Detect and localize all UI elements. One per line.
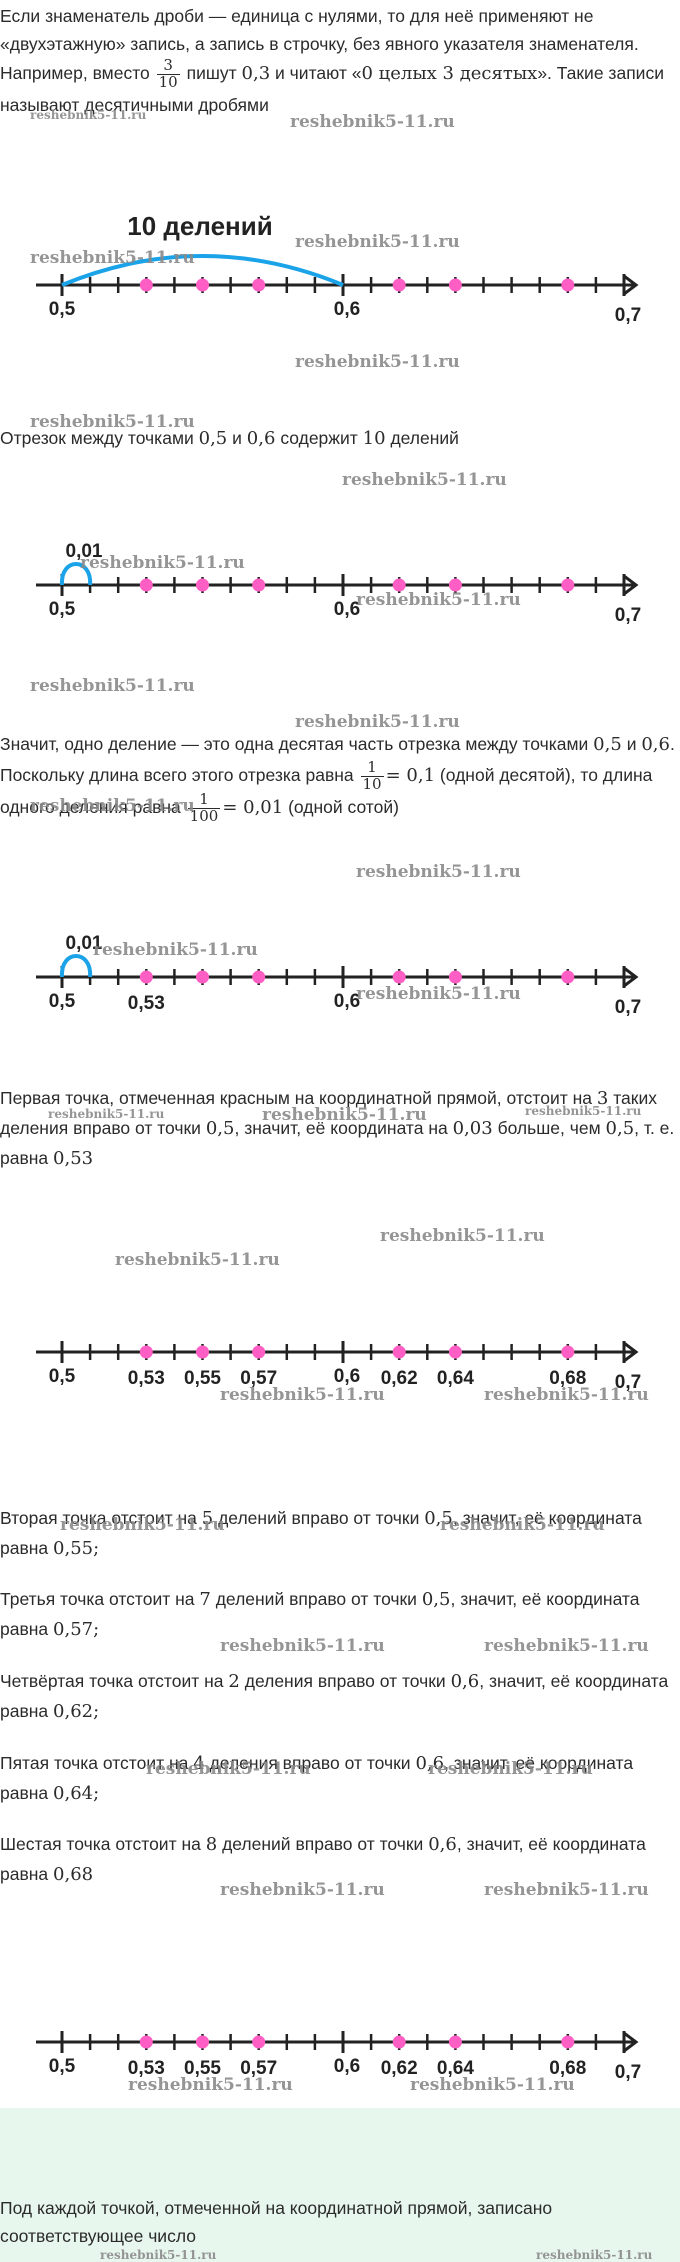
- arc-label: 10 делений: [127, 211, 272, 241]
- marked-point: [561, 579, 574, 592]
- watermark: reshebnik5-11.ru: [295, 232, 460, 252]
- watermark: reshebnik5-11.ru: [100, 2248, 216, 2262]
- point-label: 0,53: [128, 993, 165, 1014]
- marked-point: [196, 279, 209, 292]
- marked-point: [252, 279, 265, 292]
- watermark: reshebnik5-11.ru: [220, 1385, 385, 1405]
- watermark: reshebnik5-11.ru: [410, 2075, 575, 2095]
- marked-point: [449, 971, 462, 984]
- watermark: reshebnik5-11.ru: [146, 1759, 311, 1779]
- marked-point: [140, 971, 153, 984]
- marked-point: [561, 2036, 574, 2049]
- point-label: 0,55: [184, 1368, 221, 1389]
- label-0-5: 0,5: [49, 991, 76, 1012]
- marked-point: [252, 1346, 265, 1359]
- marked-point: [140, 279, 153, 292]
- marked-point: [393, 2036, 406, 2049]
- watermark: reshebnik5-11.ru: [356, 862, 521, 882]
- label-0-7: 0,7: [615, 2062, 641, 2083]
- label-0-7: 0,7: [615, 305, 641, 326]
- intro-paragraph: Если знаменатель дроби — единица с нулям…: [0, 2, 676, 119]
- watermark: reshebnik5-11.ru: [356, 590, 521, 610]
- watermark: reshebnik5-11.ru: [93, 940, 258, 960]
- label-0-5: 0,5: [49, 299, 76, 320]
- watermark: reshebnik5-11.ru: [30, 412, 195, 432]
- marked-point: [393, 279, 406, 292]
- label-0-6: 0,6: [334, 299, 360, 320]
- marked-point: [252, 579, 265, 592]
- number-line-5: 0,5 0,6 0,7 0,53 0,55 0,57 0,62 0,64 0,68: [0, 2000, 680, 2100]
- marked-point: [140, 1346, 153, 1359]
- label-0-5: 0,5: [49, 599, 76, 620]
- marked-point: [196, 2036, 209, 2049]
- watermark: reshebnik5-11.ru: [220, 1880, 385, 1900]
- watermark: reshebnik5-11.ru: [428, 1759, 593, 1779]
- marked-point: [449, 2036, 462, 2049]
- watermark: reshebnik5-11.ru: [30, 676, 195, 696]
- watermark: reshebnik5-11.ru: [484, 1880, 649, 1900]
- fraction-3-10: 3 10: [157, 58, 180, 91]
- marked-point: [140, 2036, 153, 2049]
- marked-point: [196, 971, 209, 984]
- marked-point: [393, 971, 406, 984]
- marked-point: [393, 1346, 406, 1359]
- watermark: reshebnik5-11.ru: [440, 1515, 605, 1535]
- watermark: reshebnik5-11.ru: [536, 2248, 652, 2262]
- watermark: reshebnik5-11.ru: [30, 108, 146, 122]
- label-0-7: 0,7: [615, 605, 641, 626]
- watermark: reshebnik5-11.ru: [48, 1107, 164, 1121]
- point-label: 0,53: [128, 1368, 165, 1389]
- point-4-paragraph: Четвёртая точка отстоит на 2 деления впр…: [0, 1667, 676, 1727]
- watermark: reshebnik5-11.ru: [356, 984, 521, 1004]
- marked-point: [449, 279, 462, 292]
- label-0-5: 0,5: [49, 1366, 76, 1387]
- watermark: reshebnik5-11.ru: [80, 553, 245, 573]
- label-0-7: 0,7: [615, 997, 641, 1018]
- watermark: reshebnik5-11.ru: [342, 470, 507, 490]
- marked-point: [252, 2036, 265, 2049]
- watermark: reshebnik5-11.ru: [290, 112, 455, 132]
- point-label: 0,64: [437, 1368, 474, 1389]
- watermark: reshebnik5-11.ru: [220, 1636, 385, 1656]
- point-label: 0,62: [381, 1368, 418, 1389]
- watermark: reshebnik5-11.ru: [380, 1226, 545, 1246]
- watermark: reshebnik5-11.ru: [115, 1250, 280, 1270]
- watermark: reshebnik5-11.ru: [60, 1515, 225, 1535]
- first-point-paragraph: Первая точка, отмеченная красным на коор…: [0, 1084, 676, 1173]
- watermark: reshebnik5-11.ru: [295, 712, 460, 732]
- watermark: reshebnik5-11.ru: [262, 1105, 427, 1125]
- marked-point: [196, 1346, 209, 1359]
- marked-point: [252, 971, 265, 984]
- watermark: reshebnik5-11.ru: [30, 796, 195, 816]
- marked-point: [140, 579, 153, 592]
- label-0-5: 0,5: [49, 2056, 76, 2077]
- summary-text: Под каждой точкой, отмеченной на координ…: [0, 2194, 676, 2250]
- marked-point: [449, 1346, 462, 1359]
- watermark: reshebnik5-11.ru: [30, 248, 195, 268]
- watermark: reshebnik5-11.ru: [128, 2075, 293, 2095]
- watermark: reshebnik5-11.ru: [484, 1385, 649, 1405]
- arc-one-division: [62, 956, 90, 977]
- watermark: reshebnik5-11.ru: [295, 352, 460, 372]
- marked-point: [561, 1346, 574, 1359]
- watermark: reshebnik5-11.ru: [484, 1636, 649, 1656]
- marked-point: [561, 279, 574, 292]
- summary-box: Под каждой точкой, отмеченной на координ…: [0, 2108, 680, 2262]
- marked-point: [196, 579, 209, 592]
- watermark: reshebnik5-11.ru: [525, 1104, 641, 1118]
- marked-point: [561, 971, 574, 984]
- label-0-6: 0,6: [334, 2056, 360, 2077]
- label-0-6: 0,6: [334, 1366, 360, 1387]
- fraction-1-10: 1 10: [361, 760, 384, 793]
